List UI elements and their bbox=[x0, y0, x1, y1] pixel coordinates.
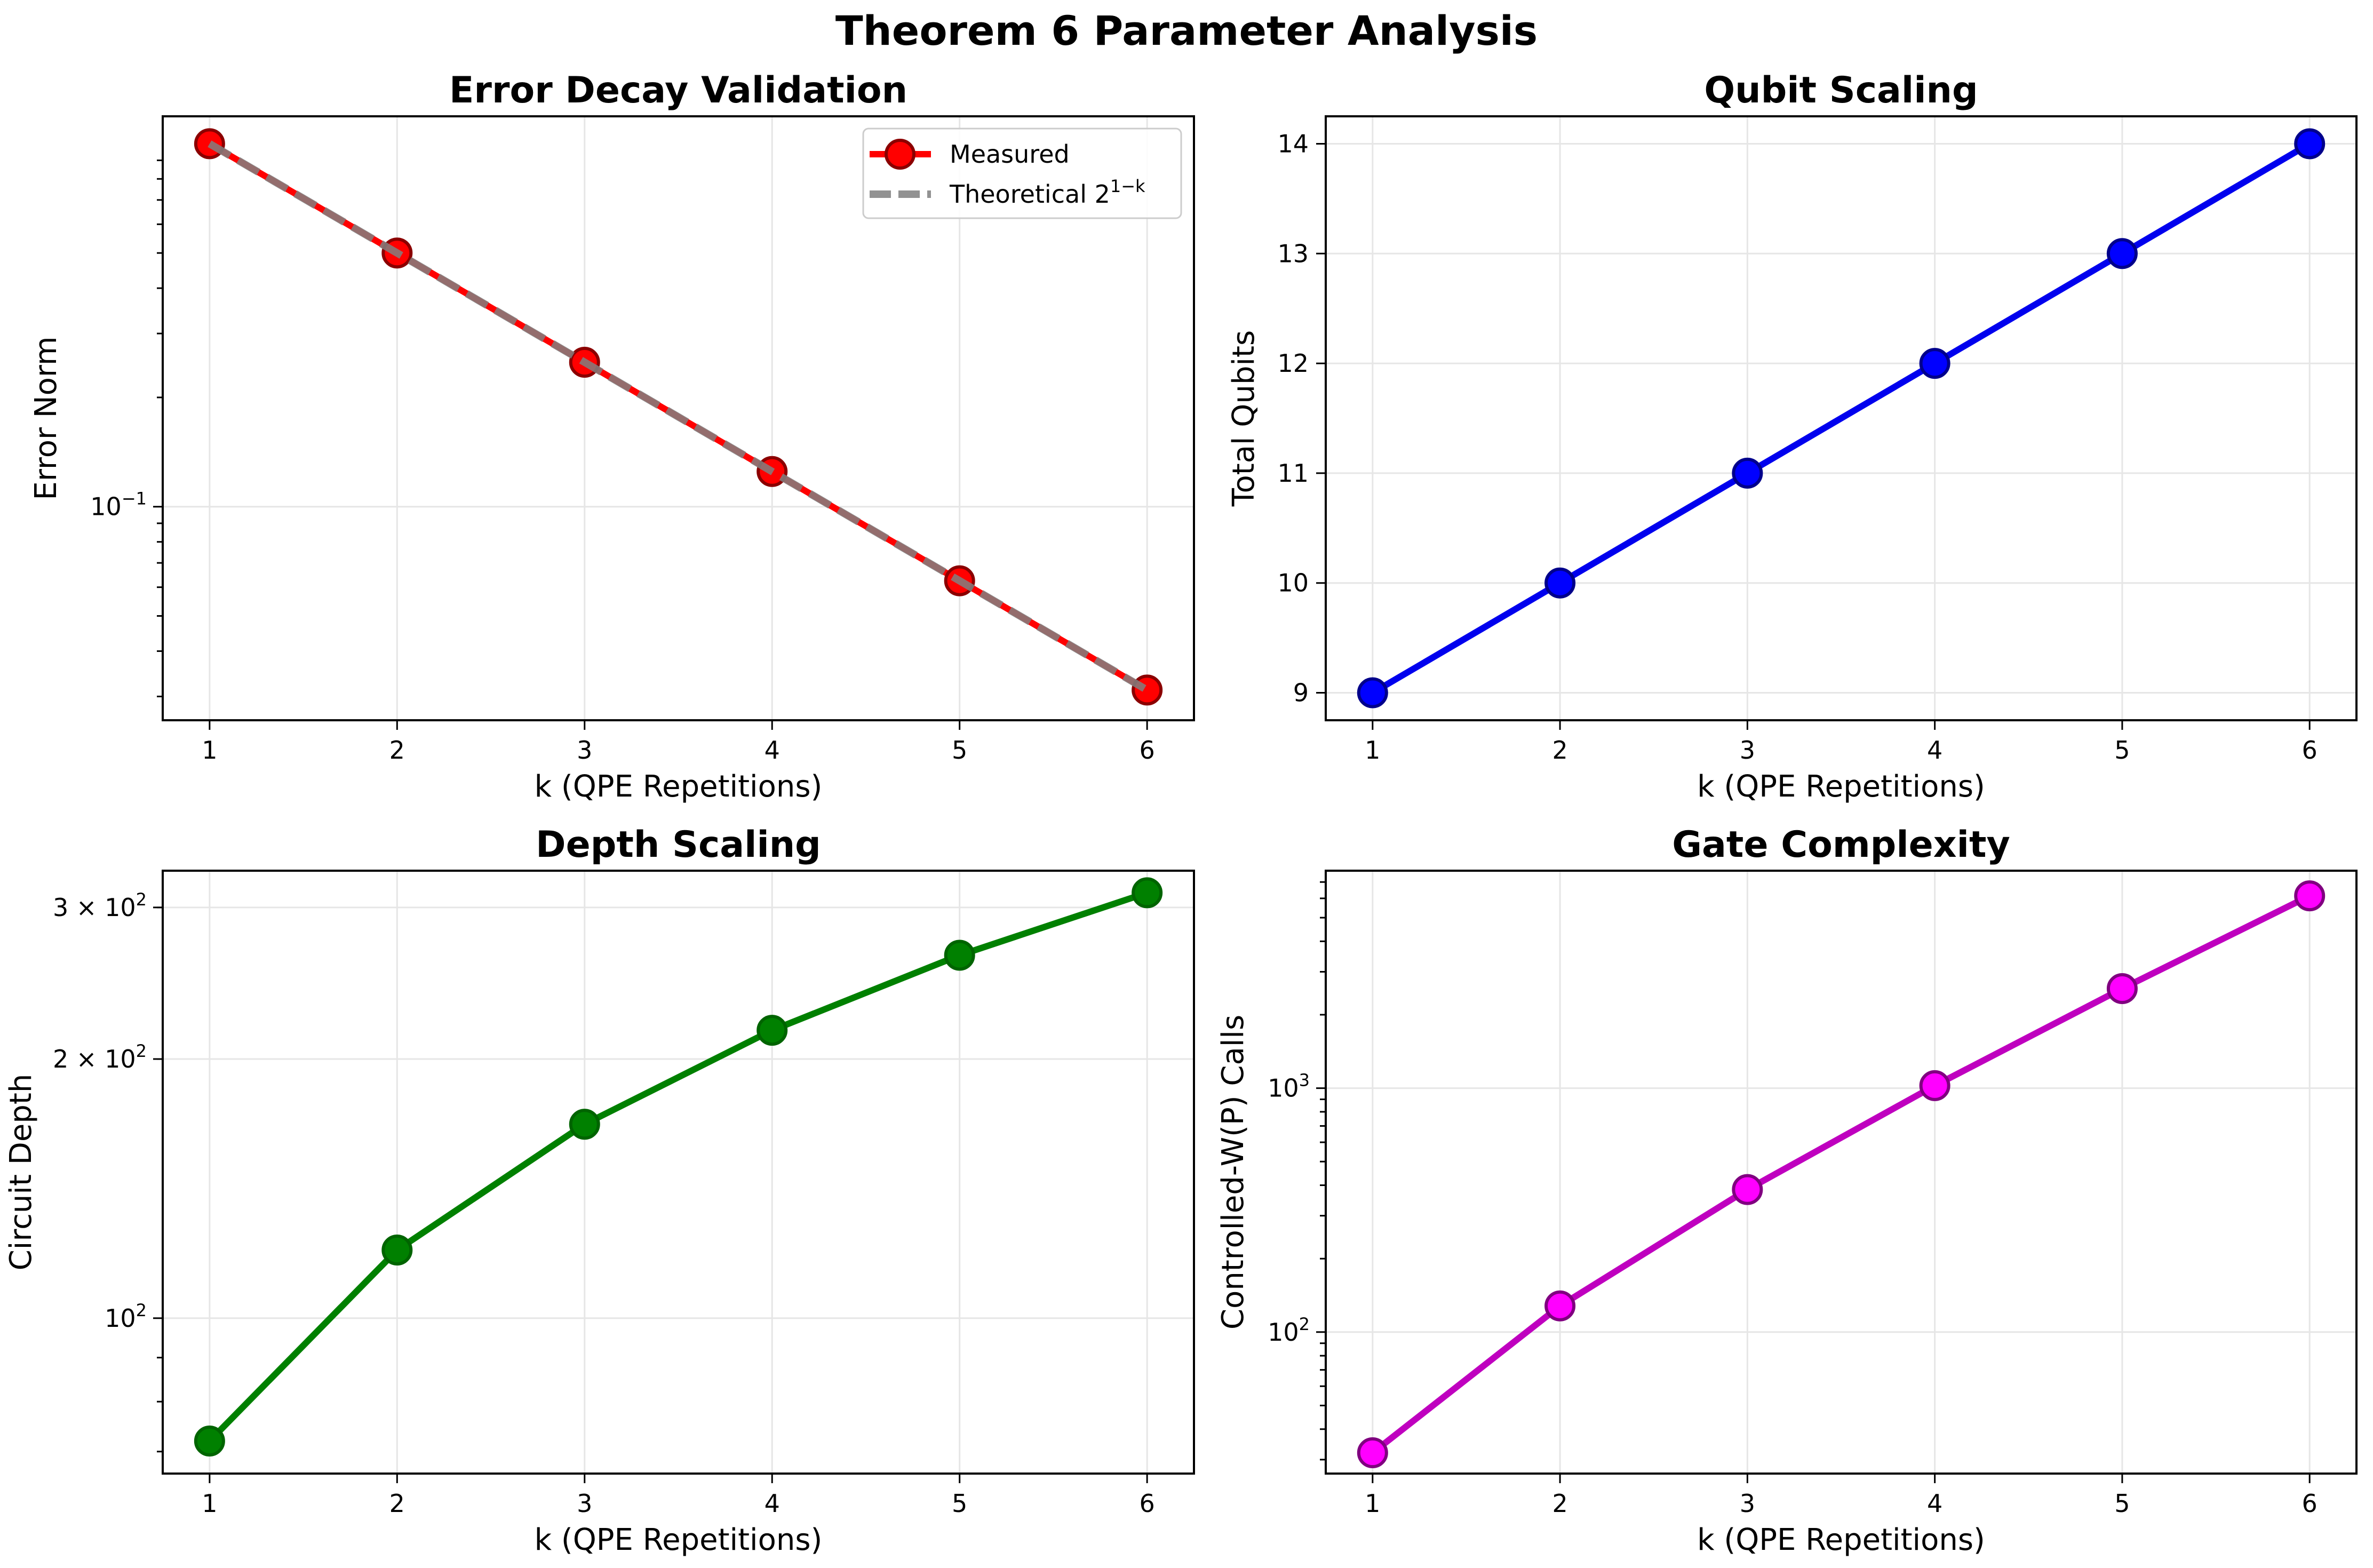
axes-frame bbox=[1325, 870, 2358, 1475]
x-tick-label: 6 bbox=[2302, 736, 2318, 765]
chart-panel-4: 1 2 3 4 5 6 102 103 Gate Complexity k (QPE Repeti… bbox=[1216, 824, 2358, 1557]
data-point bbox=[569, 1109, 600, 1140]
y-tick-label: 10−1 bbox=[90, 489, 147, 521]
x-tick-label: 2 bbox=[389, 1489, 405, 1518]
y-tick-label: 102 bbox=[1268, 1314, 1310, 1347]
data-point bbox=[1919, 1070, 1950, 1101]
legend: Measured Theoretical 21−k bbox=[862, 128, 1182, 219]
x-tick-label: 5 bbox=[952, 1489, 967, 1518]
x-tick-label: 5 bbox=[2114, 1489, 2130, 1518]
y-tick-label: 14 bbox=[1277, 129, 1309, 158]
y-tick-label: 10 bbox=[1277, 569, 1309, 598]
series-line-theoretical bbox=[208, 140, 1149, 694]
x-tick-label: 2 bbox=[389, 736, 405, 765]
chart-title: Gate Complexity bbox=[1672, 824, 2010, 866]
data-point bbox=[2294, 880, 2326, 912]
y-tick-label: 13 bbox=[1277, 239, 1309, 268]
data-point bbox=[1732, 1174, 1763, 1205]
x-axis-label: k (QPE Repetitions) bbox=[535, 769, 823, 804]
data-point bbox=[2294, 128, 2326, 160]
data-point bbox=[1919, 348, 1950, 379]
x-tick-label: 2 bbox=[1552, 736, 1567, 765]
y-tick-label: 102 bbox=[105, 1300, 147, 1333]
x-tick-label: 4 bbox=[765, 736, 780, 765]
x-tick-label: 6 bbox=[2302, 1489, 2318, 1518]
y-tick-label: 103 bbox=[1268, 1070, 1310, 1103]
legend-marker-measured bbox=[885, 139, 915, 170]
data-point bbox=[2106, 973, 2138, 1004]
y-tick-label: 3 × 102 bbox=[53, 889, 147, 922]
x-axis-label: k (QPE Repetitions) bbox=[535, 1523, 823, 1557]
y-axis-label: Circuit Depth bbox=[4, 1074, 38, 1271]
x-tick-label: 6 bbox=[1139, 736, 1154, 765]
legend-frame bbox=[862, 128, 1182, 219]
x-tick-label: 3 bbox=[1740, 1489, 1755, 1518]
data-point bbox=[1357, 1437, 1388, 1469]
chart-title: Depth Scaling bbox=[536, 824, 821, 866]
x-tick-label: 3 bbox=[1740, 736, 1755, 765]
y-axis-label: Controlled-W(P) Calls bbox=[1216, 1015, 1251, 1330]
y-axis-label: Total Qubits bbox=[1227, 330, 1261, 507]
axes-frame bbox=[162, 870, 1195, 1475]
data-point bbox=[1357, 677, 1388, 709]
chart-panel-3: 1 2 3 4 5 6 102 2 × 102 3 × 102 Depth Scaling k (Q… bbox=[4, 824, 1195, 1557]
x-tick-label: 5 bbox=[2114, 736, 2130, 765]
x-tick-label: 4 bbox=[765, 1489, 780, 1518]
x-axis-label: k (QPE Repetitions) bbox=[1697, 769, 1985, 804]
data-point bbox=[194, 1426, 225, 1457]
x-tick-label: 3 bbox=[577, 1489, 592, 1518]
x-tick-label: 6 bbox=[1139, 1489, 1154, 1518]
axes-frame bbox=[1325, 115, 2358, 721]
data-point bbox=[2106, 238, 2138, 269]
series-line bbox=[1371, 893, 2311, 1455]
legend-label-theoretical: Theoretical 21−k bbox=[949, 176, 1145, 209]
x-tick-label: 1 bbox=[202, 736, 217, 765]
data-point bbox=[1544, 1290, 1576, 1322]
x-tick-label: 2 bbox=[1552, 1489, 1567, 1518]
x-tick-label: 4 bbox=[1927, 1489, 1942, 1518]
x-tick-label: 1 bbox=[1365, 1489, 1380, 1518]
data-point bbox=[1132, 877, 1163, 909]
chart-panel-1: 1 2 3 4 5 6 10−1 Error Decay Validation k (QPE R… bbox=[29, 69, 1195, 804]
series-line bbox=[1371, 141, 2312, 696]
chart-title: Qubit Scaling bbox=[1704, 69, 1978, 112]
x-tick-label: 1 bbox=[202, 1489, 217, 1518]
x-tick-label: 4 bbox=[1927, 736, 1942, 765]
x-tick-label: 3 bbox=[577, 736, 592, 765]
data-point bbox=[757, 1015, 788, 1046]
y-tick-label: 12 bbox=[1277, 349, 1309, 378]
legend-label-measured: Measured bbox=[950, 140, 1070, 169]
x-axis-label: k (QPE Repetitions) bbox=[1697, 1523, 1985, 1557]
y-axis-label: Error Norm bbox=[29, 336, 63, 500]
data-point bbox=[944, 940, 975, 971]
x-tick-label: 5 bbox=[952, 736, 967, 765]
y-tick-label: 2 × 102 bbox=[53, 1041, 147, 1073]
axes-frame bbox=[162, 115, 1195, 721]
x-tick-label: 1 bbox=[1365, 736, 1380, 765]
data-point bbox=[1544, 567, 1576, 599]
figure-title: Theorem 6 Parameter Analysis bbox=[835, 7, 1538, 54]
y-tick-label: 11 bbox=[1277, 459, 1309, 488]
y-tick-label: 9 bbox=[1293, 679, 1309, 707]
chart-title: Error Decay Validation bbox=[449, 69, 907, 112]
data-point bbox=[381, 1235, 413, 1266]
series-line bbox=[207, 889, 1149, 1444]
data-point bbox=[1732, 457, 1763, 489]
